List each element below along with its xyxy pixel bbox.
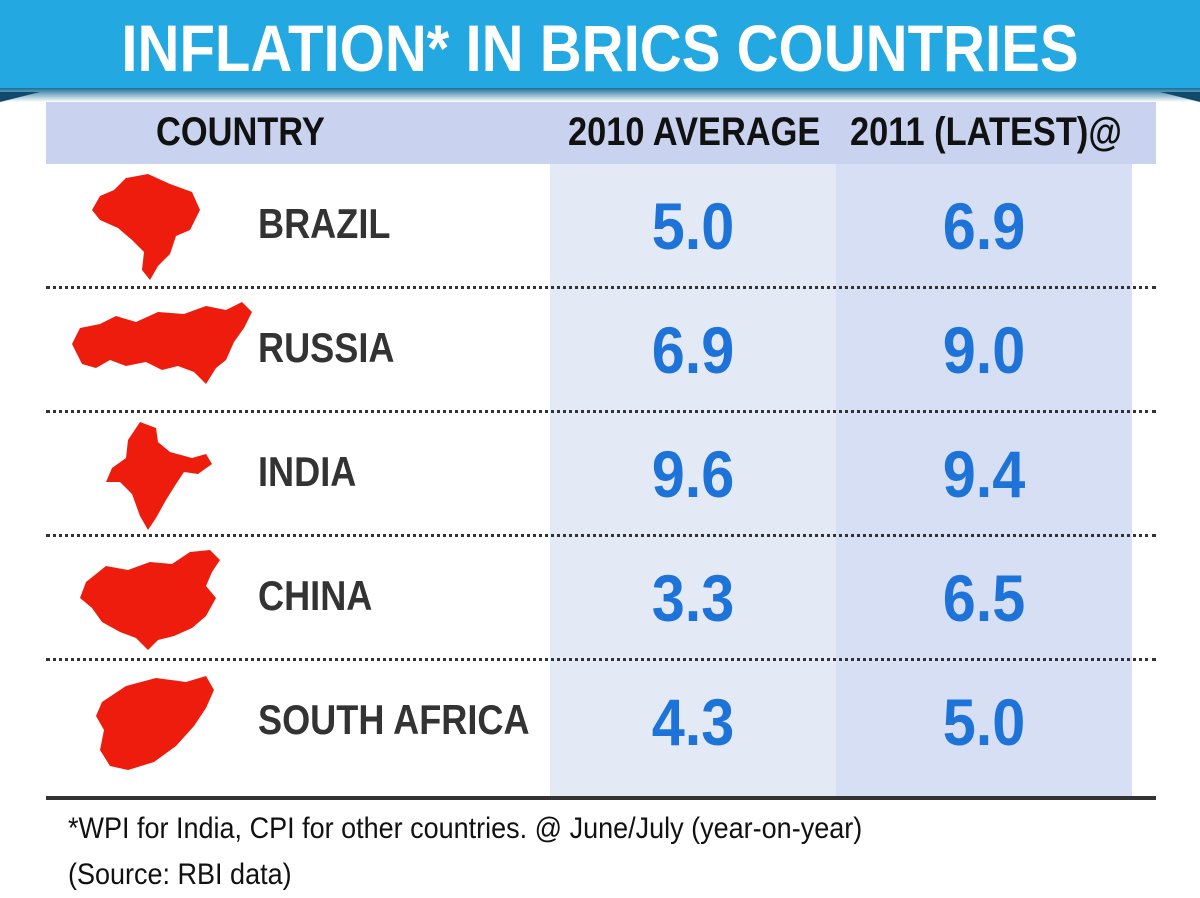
value-2010-average: 9.6 <box>651 437 735 511</box>
table-row: RUSSIA 6.9 9.0 <box>46 288 1156 412</box>
country-name: INDIA <box>258 448 357 495</box>
header-2010-average: 2010 AVERAGE <box>568 110 821 154</box>
china-map-icon <box>66 542 256 654</box>
source-note: (Source: RBI data) <box>68 858 292 891</box>
table-row: INDIA 9.6 9.4 <box>46 412 1156 536</box>
row-divider <box>46 286 1156 289</box>
country-name: BRAZIL <box>258 200 391 247</box>
value-2010-average: 4.3 <box>651 685 735 759</box>
value-2010-average: 6.9 <box>651 313 735 387</box>
value-2011-latest: 9.0 <box>942 313 1026 387</box>
value-2011-latest: 9.4 <box>942 437 1026 511</box>
banner-shadow <box>0 88 1200 102</box>
banner-fold-left <box>0 92 40 102</box>
russia-map-icon <box>66 294 256 406</box>
footnote: *WPI for India, CPI for other countries.… <box>68 812 863 845</box>
column-2011-background <box>836 164 1132 799</box>
table-bottom-rule <box>46 796 1156 800</box>
banner-fold-right <box>1160 92 1200 102</box>
value-2011-latest: 6.9 <box>942 189 1026 263</box>
table-row: BRAZIL 5.0 6.9 <box>46 164 1156 288</box>
value-2010-average: 3.3 <box>651 561 735 635</box>
table-row: CHINA 3.3 6.5 <box>46 536 1156 660</box>
chart-title: INFLATION* IN BRICS COUNTRIES <box>121 11 1079 85</box>
column-2010-background <box>550 164 836 799</box>
row-divider <box>46 534 1156 537</box>
south-africa-map-icon <box>66 666 256 778</box>
country-name: SOUTH AFRICA <box>258 696 530 743</box>
row-divider <box>46 658 1156 661</box>
table-row: SOUTH AFRICA 4.3 5.0 <box>46 660 1156 784</box>
brazil-map-icon <box>66 170 256 282</box>
header-country: COUNTRY <box>156 110 325 154</box>
value-2010-average: 5.0 <box>651 189 735 263</box>
header-2011-latest: 2011 (LATEST)@ <box>850 110 1122 154</box>
row-divider <box>46 410 1156 413</box>
india-map-icon <box>66 418 256 530</box>
country-name: CHINA <box>258 572 373 619</box>
table-header: COUNTRY 2010 AVERAGE 2011 (LATEST)@ <box>46 102 1156 164</box>
inflation-table: COUNTRY 2010 AVERAGE 2011 (LATEST)@ BRAZ… <box>46 102 1156 802</box>
value-2011-latest: 6.5 <box>942 561 1026 635</box>
value-2011-latest: 5.0 <box>942 685 1026 759</box>
country-name: RUSSIA <box>258 324 395 371</box>
title-banner <box>0 0 1200 96</box>
